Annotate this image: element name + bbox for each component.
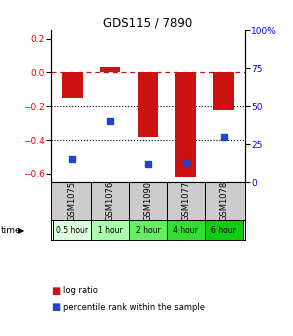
Bar <box>137 73 159 137</box>
Bar <box>62 73 83 98</box>
Text: log ratio: log ratio <box>63 286 98 295</box>
Text: percentile rank within the sample: percentile rank within the sample <box>63 303 205 312</box>
Title: GDS115 / 7890: GDS115 / 7890 <box>103 16 193 29</box>
Bar <box>213 73 234 110</box>
Bar <box>100 68 120 73</box>
Text: 2 hour: 2 hour <box>136 226 160 235</box>
Bar <box>129 220 167 240</box>
Bar <box>91 220 129 240</box>
Bar <box>205 220 243 240</box>
Bar <box>176 73 196 177</box>
Text: 4 hour: 4 hour <box>173 226 198 235</box>
Text: ▶: ▶ <box>18 226 25 235</box>
Text: ■: ■ <box>51 302 61 312</box>
Text: ■: ■ <box>51 286 61 296</box>
Text: 6 hour: 6 hour <box>211 226 236 235</box>
Text: GSM1075: GSM1075 <box>68 181 77 221</box>
Bar <box>53 220 91 240</box>
Text: 0.5 hour: 0.5 hour <box>56 226 88 235</box>
Text: 1 hour: 1 hour <box>98 226 122 235</box>
Text: GSM1078: GSM1078 <box>219 181 228 221</box>
Bar <box>167 220 205 240</box>
Text: GSM1077: GSM1077 <box>181 181 190 221</box>
Text: GSM1090: GSM1090 <box>144 181 152 221</box>
Text: GSM1076: GSM1076 <box>105 181 115 221</box>
Text: time: time <box>1 226 21 235</box>
